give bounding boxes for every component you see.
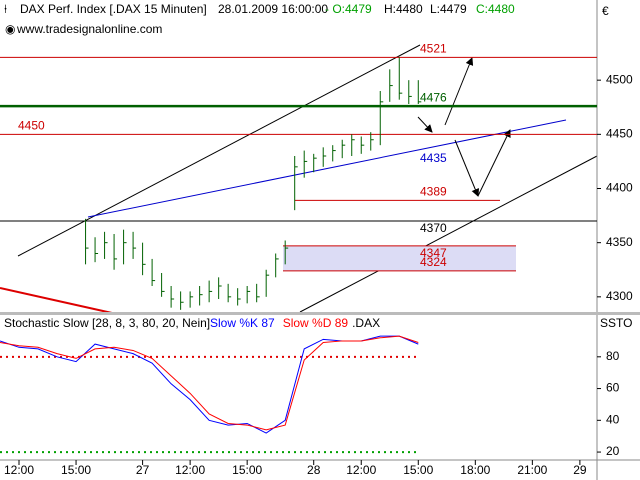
stoch-line bbox=[0, 335, 419, 431]
y-tick-label: 4400 bbox=[606, 181, 633, 195]
x-tick-label: 29 bbox=[573, 463, 587, 477]
x-tick-label: 15:00 bbox=[232, 463, 262, 477]
zone bbox=[283, 245, 516, 271]
title: DAX Perf. Index [.DAX 15 Minuten] bbox=[20, 2, 207, 16]
arrow bbox=[454, 139, 480, 197]
ohlc-value: - O:4479 bbox=[325, 2, 372, 16]
datetime: 28.01.2009 16:00:00 bbox=[218, 2, 328, 16]
down-line bbox=[0, 287, 113, 314]
arrow bbox=[444, 57, 474, 126]
currency: € bbox=[602, 4, 609, 18]
level-label: 4521 bbox=[420, 42, 447, 56]
stoch-label: SSTO bbox=[600, 316, 632, 330]
panel-separator bbox=[0, 312, 640, 315]
legend-entry: Slow %D 89 bbox=[283, 316, 349, 330]
icon: ⍿ bbox=[4, 2, 7, 16]
level-label: 4370 bbox=[420, 221, 447, 235]
level-label: 4389 bbox=[420, 185, 447, 199]
x-tick-label: 15:00 bbox=[61, 463, 91, 477]
ohlc-value: L:4479 bbox=[430, 2, 467, 16]
level-label: 4450 bbox=[18, 119, 45, 133]
trend-line bbox=[87, 119, 567, 218]
website: www.tradesignalonline.com bbox=[16, 22, 162, 36]
legend-entry: Slow %K 87 bbox=[210, 316, 275, 330]
y-tick-label: 60 bbox=[606, 381, 620, 395]
y-tick-label: 40 bbox=[606, 412, 620, 426]
x-tick-label: 12:00 bbox=[346, 463, 376, 477]
ohlc-value: H:4480 bbox=[384, 2, 423, 16]
x-tick-label: 15:00 bbox=[403, 463, 433, 477]
level-label: 4324 bbox=[420, 255, 447, 269]
y-tick-label: 80 bbox=[606, 349, 620, 363]
logo: ◉ bbox=[5, 22, 15, 36]
x-tick-label: 27 bbox=[136, 463, 150, 477]
y-tick-label: 4450 bbox=[606, 127, 633, 141]
y-tick-label: 4300 bbox=[606, 289, 633, 303]
level-label: 4347 bbox=[420, 246, 447, 260]
y-tick-label: 4500 bbox=[606, 72, 633, 86]
legend-suffix: .DAX bbox=[352, 316, 380, 330]
stoch-title: Stochastic Slow [28, 8, 3, 80, 20, Nein] bbox=[4, 316, 210, 330]
y-tick-label: 20 bbox=[606, 444, 620, 458]
arrow bbox=[477, 129, 511, 197]
arrow bbox=[417, 116, 433, 133]
x-tick-label: 28 bbox=[307, 463, 321, 477]
y-tick-label: 4350 bbox=[606, 235, 633, 249]
level-label: 4435 bbox=[420, 151, 447, 165]
x-tick-label: 18:00 bbox=[460, 463, 490, 477]
level-label: 4476 bbox=[420, 90, 447, 104]
x-tick-label: 12:00 bbox=[4, 463, 34, 477]
channel-lower bbox=[299, 155, 598, 313]
x-tick-label: 21:00 bbox=[517, 463, 547, 477]
drawings bbox=[0, 44, 598, 314]
ohlc-value: C:4480 bbox=[476, 2, 515, 16]
x-tick-label: 12:00 bbox=[175, 463, 205, 477]
